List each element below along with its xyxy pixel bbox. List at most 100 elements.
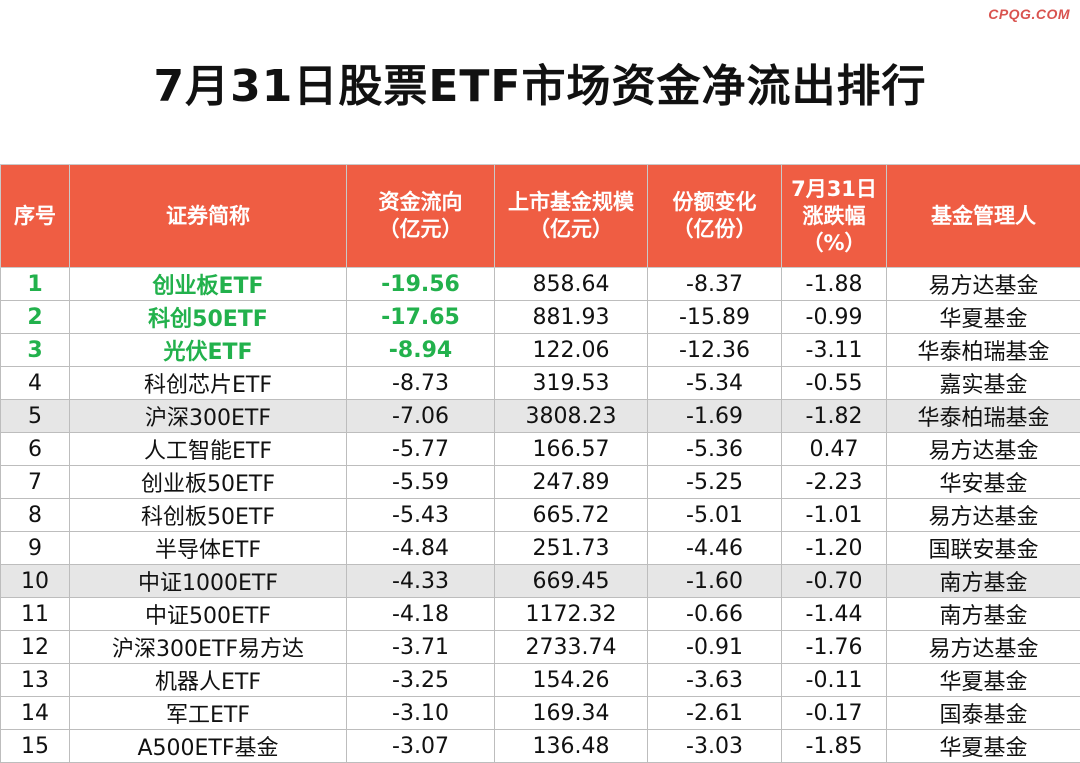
cell-scale: 881.93 — [495, 301, 648, 334]
cell-rank: 6 — [1, 433, 70, 466]
cell-name: 军工ETF — [70, 697, 347, 730]
cell-manager: 华夏基金 — [887, 301, 1080, 334]
table-row: 15 A500ETF基金 -3.07 136.48 -3.03 -1.85 华夏… — [1, 730, 1080, 763]
table-row: 12 沪深300ETF易方达 -3.71 2733.74 -0.91 -1.76… — [1, 631, 1080, 664]
table-row: 1 创业板ETF -19.56 858.64 -8.37 -1.88 易方达基金 — [1, 268, 1080, 301]
cell-name: A500ETF基金 — [70, 730, 347, 763]
table-row: 6 人工智能ETF -5.77 166.57 -5.36 0.47 易方达基金 — [1, 433, 1080, 466]
cell-scale: 247.89 — [495, 466, 648, 499]
cell-rank: 1 — [1, 268, 70, 301]
table-row: 8 科创板50ETF -5.43 665.72 -5.01 -1.01 易方达基… — [1, 499, 1080, 532]
cell-scale: 122.06 — [495, 334, 648, 367]
cell-manager: 国联安基金 — [887, 532, 1080, 565]
cell-scale: 2733.74 — [495, 631, 648, 664]
cell-name: 科创板50ETF — [70, 499, 347, 532]
header-price-change: 7月31日 涨跌幅 （%） — [782, 165, 887, 268]
cell-rank: 15 — [1, 730, 70, 763]
cell-price-change: -1.76 — [782, 631, 887, 664]
cell-price-change: 0.47 — [782, 433, 887, 466]
cell-flow: -5.43 — [347, 499, 495, 532]
cell-scale: 169.34 — [495, 697, 648, 730]
cell-share-change: -2.61 — [648, 697, 782, 730]
cell-rank: 4 — [1, 367, 70, 400]
page-title: 7月31日股票ETF市场资金净流出排行 — [154, 50, 927, 114]
cell-share-change: -1.60 — [648, 565, 782, 598]
cell-share-change: -5.36 — [648, 433, 782, 466]
cell-manager: 嘉实基金 — [887, 367, 1080, 400]
table-row: 14 军工ETF -3.10 169.34 -2.61 -0.17 国泰基金 — [1, 697, 1080, 730]
cell-flow: -7.06 — [347, 400, 495, 433]
cell-name: 沪深300ETF易方达 — [70, 631, 347, 664]
cell-rank: 9 — [1, 532, 70, 565]
cell-share-change: -5.25 — [648, 466, 782, 499]
table-header-row: 序号 证券简称 资金流向 （亿元） 上市基金规模 （亿元） 份额变化 （亿份） … — [1, 165, 1080, 268]
cell-name: 半导体ETF — [70, 532, 347, 565]
cell-name: 光伏ETF — [70, 334, 347, 367]
cell-rank: 2 — [1, 301, 70, 334]
cell-rank: 5 — [1, 400, 70, 433]
title-area: 7月31日股票ETF市场资金净流出排行 — [0, 0, 1080, 164]
cell-manager: 易方达基金 — [887, 499, 1080, 532]
cell-manager: 易方达基金 — [887, 268, 1080, 301]
table-row: 11 中证500ETF -4.18 1172.32 -0.66 -1.44 南方… — [1, 598, 1080, 631]
table-row: 3 光伏ETF -8.94 122.06 -12.36 -3.11 华泰柏瑞基金 — [1, 334, 1080, 367]
cell-rank: 7 — [1, 466, 70, 499]
cell-manager: 华泰柏瑞基金 — [887, 400, 1080, 433]
cell-flow: -3.71 — [347, 631, 495, 664]
cell-scale: 858.64 — [495, 268, 648, 301]
cell-flow: -4.33 — [347, 565, 495, 598]
cell-scale: 319.53 — [495, 367, 648, 400]
cell-flow: -8.73 — [347, 367, 495, 400]
cell-flow: -19.56 — [347, 268, 495, 301]
cell-flow: -17.65 — [347, 301, 495, 334]
cell-share-change: -5.34 — [648, 367, 782, 400]
cell-rank: 3 — [1, 334, 70, 367]
header-rank: 序号 — [1, 165, 70, 268]
cell-scale: 1172.32 — [495, 598, 648, 631]
cell-name: 科创50ETF — [70, 301, 347, 334]
cell-share-change: -5.01 — [648, 499, 782, 532]
cell-name: 中证500ETF — [70, 598, 347, 631]
cell-share-change: -8.37 — [648, 268, 782, 301]
cell-name: 科创芯片ETF — [70, 367, 347, 400]
header-share-change: 份额变化 （亿份） — [648, 165, 782, 268]
cell-flow: -5.59 — [347, 466, 495, 499]
cell-price-change: -1.85 — [782, 730, 887, 763]
cell-price-change: -3.11 — [782, 334, 887, 367]
cell-price-change: -1.01 — [782, 499, 887, 532]
cell-name: 创业板50ETF — [70, 466, 347, 499]
cell-flow: -3.10 — [347, 697, 495, 730]
cell-price-change: -0.99 — [782, 301, 887, 334]
cell-share-change: -3.03 — [648, 730, 782, 763]
cell-scale: 3808.23 — [495, 400, 648, 433]
header-manager: 基金管理人 — [887, 165, 1080, 268]
table-row: 13 机器人ETF -3.25 154.26 -3.63 -0.11 华夏基金 — [1, 664, 1080, 697]
cell-share-change: -12.36 — [648, 334, 782, 367]
cell-manager: 华夏基金 — [887, 664, 1080, 697]
cell-rank: 10 — [1, 565, 70, 598]
cell-rank: 11 — [1, 598, 70, 631]
cell-price-change: -0.55 — [782, 367, 887, 400]
cell-manager: 易方达基金 — [887, 631, 1080, 664]
table-row: 10 中证1000ETF -4.33 669.45 -1.60 -0.70 南方… — [1, 565, 1080, 598]
cell-manager: 华泰柏瑞基金 — [887, 334, 1080, 367]
cell-flow: -8.94 — [347, 334, 495, 367]
cell-price-change: -1.88 — [782, 268, 887, 301]
cell-manager: 易方达基金 — [887, 433, 1080, 466]
cell-rank: 8 — [1, 499, 70, 532]
cell-share-change: -4.46 — [648, 532, 782, 565]
cell-name: 创业板ETF — [70, 268, 347, 301]
etf-outflow-table: 序号 证券简称 资金流向 （亿元） 上市基金规模 （亿元） 份额变化 （亿份） … — [0, 164, 1080, 763]
cell-flow: -3.07 — [347, 730, 495, 763]
cell-price-change: -1.44 — [782, 598, 887, 631]
cell-scale: 665.72 — [495, 499, 648, 532]
cell-price-change: -0.70 — [782, 565, 887, 598]
header-scale: 上市基金规模 （亿元） — [495, 165, 648, 268]
table-row: 7 创业板50ETF -5.59 247.89 -5.25 -2.23 华安基金 — [1, 466, 1080, 499]
cell-share-change: -3.63 — [648, 664, 782, 697]
cell-share-change: -1.69 — [648, 400, 782, 433]
cell-rank: 14 — [1, 697, 70, 730]
cell-price-change: -2.23 — [782, 466, 887, 499]
cell-rank: 12 — [1, 631, 70, 664]
cell-price-change: -1.82 — [782, 400, 887, 433]
